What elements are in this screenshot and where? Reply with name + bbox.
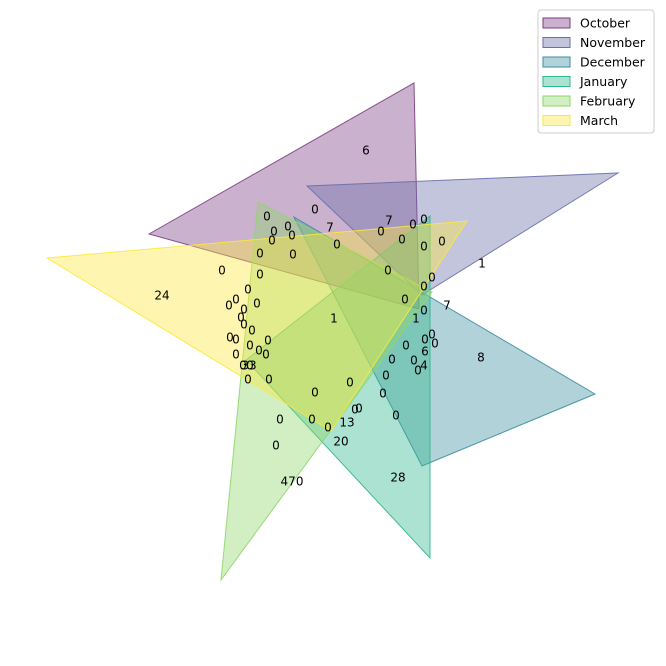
region-count-label: 0: [431, 337, 439, 351]
region-count-label: 0: [289, 248, 297, 262]
region-count-label: 28: [390, 471, 405, 485]
region-count-label: 0: [333, 238, 341, 252]
region-count-label: 7: [443, 299, 451, 313]
region-count-label: 0: [420, 213, 428, 227]
region-count-label: 7: [385, 214, 393, 228]
region-count-label: 0: [256, 268, 264, 282]
region-count-label: 0: [253, 297, 261, 311]
region-count-label: 0: [438, 235, 446, 249]
region-count-label: 0: [384, 264, 392, 278]
region-count-label: 7: [326, 221, 334, 235]
region-count-label: 1: [330, 312, 338, 326]
legend-label-november: November: [580, 35, 646, 50]
legend-swatch-january: [542, 76, 571, 87]
region-count-label: 0: [246, 359, 254, 373]
region-count-label: 0: [232, 348, 240, 362]
region-count-label: 0: [264, 334, 272, 348]
region-count-label: 0: [410, 354, 418, 368]
region-count-label: 4: [420, 359, 428, 373]
region-count-label: 0: [351, 403, 359, 417]
set-shape-december: [292, 215, 597, 467]
set-shape-february: [220, 201, 433, 582]
legend-label-march: March: [580, 113, 618, 128]
region-count-label: 33: [241, 359, 256, 373]
legend-label-october: October: [580, 16, 631, 31]
region-count-label: 470: [281, 475, 304, 489]
region-count-label: 0: [409, 218, 417, 232]
set-shape-october: [147, 82, 420, 310]
region-count-label: 1: [412, 312, 420, 326]
set-shapes: [45, 82, 620, 582]
region-count-label: 0: [225, 299, 233, 313]
region-count-label: 0: [276, 413, 284, 427]
region-count-label: 0: [262, 348, 270, 362]
region-count-label: 0: [256, 247, 264, 261]
region-count-label: 0: [240, 318, 248, 332]
region-count-label: 6: [362, 144, 370, 158]
region-count-label: 0: [246, 339, 254, 353]
region-count-label: 0: [420, 240, 428, 254]
legend-label-january: January: [579, 74, 628, 89]
region-count-label: 0: [379, 387, 387, 401]
region-count-label: 0: [311, 386, 319, 400]
region-count-label: 0: [265, 373, 273, 387]
legend-swatch-february: [542, 95, 571, 107]
set-shape-november: [305, 172, 620, 296]
region-count-label: 0: [420, 280, 428, 294]
region-count-label: 0: [288, 229, 296, 243]
region-count-label: 0: [270, 225, 278, 239]
legend-swatch-november: [542, 37, 571, 48]
region-count-label: 0: [377, 225, 385, 239]
region-count-label: 0: [428, 328, 436, 342]
region-count-label: 0: [239, 359, 247, 373]
region-count-label: 0: [268, 234, 276, 248]
set-shape-january: [245, 214, 431, 560]
region-count-label: 0: [346, 376, 354, 390]
region-count-label: 0: [308, 413, 316, 427]
region-count-label: 6: [421, 345, 429, 359]
region-count-label: 8: [477, 351, 485, 365]
region-count-label: 0: [263, 210, 271, 224]
region-count-label: 0: [218, 264, 226, 278]
region-count-label: 24: [154, 289, 169, 303]
set-shape-march: [45, 220, 468, 432]
region-count-label: 0: [232, 333, 240, 347]
region-count-label: 0: [421, 333, 429, 347]
region-count-label: 0: [324, 421, 332, 435]
region-count-label: 0: [248, 324, 256, 338]
region-count-label: 13: [339, 416, 354, 430]
legend-swatch-december: [542, 56, 571, 68]
region-count-label: 0: [232, 293, 240, 307]
region-count-label: 0: [392, 409, 400, 423]
region-count-label: 0: [244, 373, 252, 387]
region-count-label: 0: [401, 293, 409, 307]
region-count-label: 0: [414, 364, 422, 378]
region-count-label: 0: [388, 353, 396, 367]
region-count-label: 0: [402, 339, 410, 353]
region-count-label: 0: [237, 311, 245, 325]
region-count-label: 0: [284, 220, 292, 234]
region-count-label: 1: [478, 257, 486, 271]
legend-swatch-march: [542, 115, 571, 126]
legend-frame: [537, 9, 655, 134]
region-count-label: 0: [382, 369, 390, 383]
region-count-label: 0: [272, 439, 280, 453]
legend: October November December January February Ma…: [537, 9, 655, 134]
region-count-label: 0: [226, 331, 234, 345]
region-count-label: 0: [311, 203, 319, 217]
legend-swatch-october: [542, 17, 571, 29]
region-count-label: 0: [244, 283, 252, 297]
legend-label-february: February: [580, 94, 636, 109]
region-count-label: 0: [398, 233, 406, 247]
region-count-label: 20: [333, 435, 348, 449]
legend-label-december: December: [580, 55, 646, 70]
region-count-label: 0: [420, 304, 428, 318]
region-count-label: 0: [355, 402, 363, 416]
region-count-label: 0: [255, 344, 263, 358]
region-count-label: 0: [240, 303, 248, 317]
region-count-label: 0: [428, 271, 436, 285]
